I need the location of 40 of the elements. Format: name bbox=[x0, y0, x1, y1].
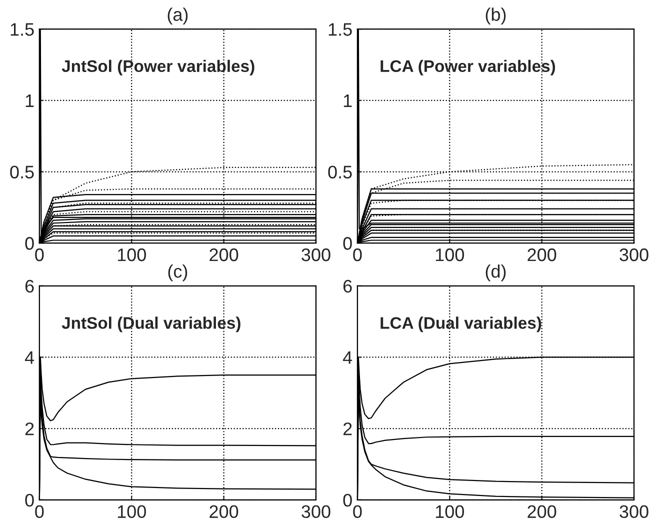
chart-title: (d) bbox=[486, 264, 506, 282]
y-tick-label: 4 bbox=[342, 351, 352, 364]
y-tick-label: 0.5 bbox=[10, 166, 34, 178]
x-tick-label: 100 bbox=[118, 505, 146, 518]
x-tick-label: 300 bbox=[620, 505, 648, 518]
annotation: JntSol (Dual variables) bbox=[62, 316, 240, 332]
y-tick-label: 1 bbox=[26, 94, 34, 107]
y-tick-label: 6 bbox=[343, 280, 352, 293]
y-tick-label: 1.5 bbox=[328, 23, 352, 36]
chart-title: (a) bbox=[168, 8, 188, 24]
x-tick-label: 300 bbox=[620, 248, 648, 262]
x-tick-label: 200 bbox=[210, 505, 238, 518]
y-tick-label: 2 bbox=[343, 422, 352, 436]
x-tick-label: 0 bbox=[35, 505, 44, 518]
x-tick-label: 0 bbox=[353, 505, 362, 518]
annotation: LCA (Power variables) bbox=[380, 60, 556, 76]
x-tick-label: 300 bbox=[302, 248, 330, 262]
annotation: JntSol (Power variables) bbox=[62, 60, 254, 76]
y-tick-label: 4 bbox=[24, 351, 34, 364]
y-tick-label: 0 bbox=[25, 237, 34, 250]
annotation: LCA (Dual variables) bbox=[380, 316, 542, 332]
y-tick-label: 6 bbox=[25, 280, 34, 293]
x-tick-label: 0 bbox=[353, 248, 362, 262]
y-tick-label: 0 bbox=[25, 494, 34, 507]
y-tick-label: 0 bbox=[343, 494, 352, 507]
x-tick-label: 200 bbox=[528, 505, 556, 518]
y-tick-label: 0 bbox=[343, 237, 352, 250]
y-tick-label: 0.5 bbox=[328, 166, 352, 178]
y-tick-label: 1 bbox=[344, 94, 352, 107]
x-tick-label: 100 bbox=[436, 505, 464, 518]
chart-title: (b) bbox=[486, 8, 506, 24]
x-tick-label: 200 bbox=[210, 248, 238, 262]
y-tick-label: 2 bbox=[25, 422, 34, 436]
x-tick-label: 300 bbox=[302, 505, 330, 518]
x-tick-label: 100 bbox=[436, 248, 464, 262]
chart-title: (c) bbox=[168, 264, 188, 282]
y-tick-label: 1.5 bbox=[10, 23, 34, 36]
x-tick-label: 0 bbox=[35, 248, 44, 262]
x-tick-label: 100 bbox=[118, 248, 146, 262]
x-tick-label: 200 bbox=[528, 248, 556, 262]
